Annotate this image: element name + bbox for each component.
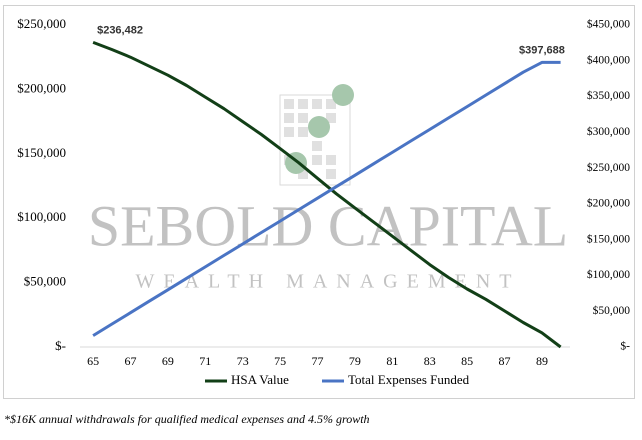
y2-tick-label: $400,000	[587, 53, 630, 66]
y2-tick-label: $450,000	[587, 18, 630, 31]
y2-tick-label: $250,000	[587, 161, 630, 174]
watermark-tagline: WEALTH MANAGEMENT	[135, 271, 520, 293]
y2-tick-label: $-	[620, 340, 630, 353]
watermark-name: SEBOLD CAPITAL	[88, 193, 568, 258]
data-label: $397,688	[519, 44, 565, 56]
x-tick-label: 65	[87, 354, 99, 368]
data-label: $236,482	[97, 24, 143, 36]
x-tick-label: 85	[461, 354, 473, 368]
x-tick-label: 75	[274, 354, 286, 368]
x-tick-label: 71	[199, 354, 211, 368]
series-line	[92, 40, 562, 349]
legend-label: HSA Value	[231, 372, 289, 387]
x-tick-label: 81	[386, 354, 398, 368]
y2-tick-label: $50,000	[593, 304, 631, 317]
y2-tick-label: $100,000	[587, 268, 630, 281]
y2-tick-label: $350,000	[587, 89, 630, 102]
footnote: *$16K annual withdrawals for qualified m…	[4, 412, 370, 426]
x-tick-label: 73	[237, 354, 249, 368]
y2-tick-label: $150,000	[587, 232, 630, 245]
x-tick-label: 79	[349, 354, 361, 368]
y2-tick-label: $300,000	[587, 125, 630, 138]
x-tick-label: 83	[424, 354, 436, 368]
legend-label: Total Expenses Funded	[348, 372, 470, 387]
series-line	[92, 60, 561, 337]
y-tick-label: $200,000	[17, 80, 66, 95]
y2-tick-label: $200,000	[587, 197, 630, 210]
y-tick-label: $100,000	[17, 209, 66, 224]
y-tick-label: $50,000	[24, 274, 66, 289]
x-tick-label: 69	[162, 354, 174, 368]
x-tick-label: 67	[124, 354, 136, 368]
logo	[279, 84, 354, 186]
y-tick-label: $250,000	[17, 16, 66, 31]
x-tick-label: 89	[536, 354, 548, 368]
y-tick-label: $150,000	[17, 145, 66, 160]
x-tick-label: 77	[312, 354, 324, 368]
chart-frame	[3, 5, 635, 399]
y-tick-label: $-	[55, 338, 66, 353]
x-tick-label: 87	[499, 354, 511, 368]
